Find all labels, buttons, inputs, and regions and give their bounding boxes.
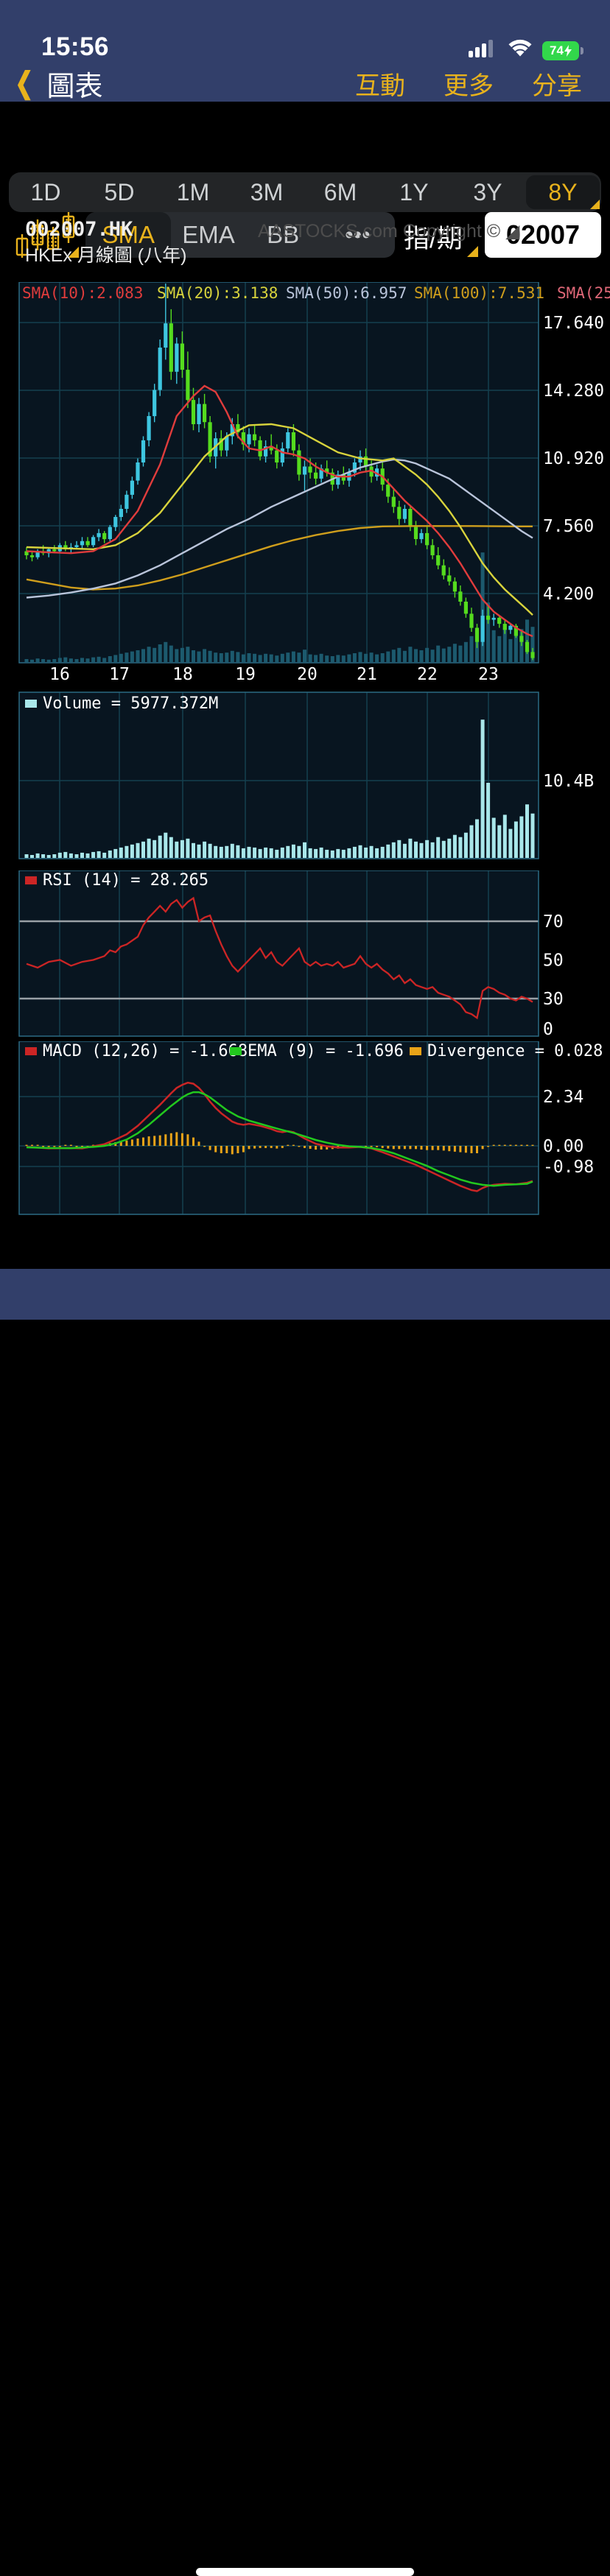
svg-text:SMA(20):3.138: SMA(20):3.138 <box>157 284 278 302</box>
rsi-chart[interactable]: RSI (14) = 28.265 70 50 30 0 <box>0 870 610 1040</box>
svg-text:23: 23 <box>478 665 499 684</box>
svg-text:Divergence = 0.028: Divergence = 0.028 <box>427 1042 603 1060</box>
svg-text:17.640: 17.640 <box>543 314 604 333</box>
macd-legend-swatch <box>25 1047 37 1055</box>
copyright-watermark: AASTOCKS.com Copyright © ◢ <box>258 221 520 242</box>
rsi-legend-swatch <box>25 876 37 884</box>
nav-link-more[interactable]: 更多 <box>444 71 494 100</box>
svg-text:18: 18 <box>172 665 193 684</box>
nav-link-interactive[interactable]: 互動 <box>355 71 405 100</box>
svg-text:SMA(25: SMA(25 <box>557 284 610 302</box>
macd-line <box>26 1081 533 1192</box>
nav-link-share[interactable]: 分享 <box>532 71 582 100</box>
svg-text:20: 20 <box>297 665 318 684</box>
indicator-tabs: SMA EMA BB ••• <box>85 212 395 258</box>
top-chrome: 15:56 74 <box>0 0 610 102</box>
price-axis-labels: 17.640 14.280 10.920 7.560 4.200 <box>543 314 604 604</box>
svg-text:4.200: 4.200 <box>543 585 594 604</box>
range-6m[interactable]: 6M <box>323 178 357 205</box>
clock: 15:56 <box>41 32 110 61</box>
page-title: 圖表 <box>46 71 103 102</box>
tab-ema[interactable]: EMA <box>182 221 235 248</box>
market-dropdown-triangle <box>467 246 478 257</box>
volume-chart[interactable]: Volume = 5977.372M 10.4B <box>0 691 610 863</box>
range-selector: 1D 5D 1M 3M 6M 1Y 3Y 8Y <box>9 172 601 212</box>
volume-bars <box>24 719 535 858</box>
svg-text:MACD (12,26) = -1.668: MACD (12,26) = -1.668 <box>43 1042 248 1060</box>
macd-chart[interactable]: MACD (12,26) = -1.668 EMA (9) = -1.696 Div… <box>0 1041 610 1218</box>
svg-text:17: 17 <box>109 665 130 684</box>
bottom-bar <box>0 1269 610 2576</box>
range-dropdown-triangle <box>590 200 600 209</box>
svg-text:SMA(10):2.083: SMA(10):2.083 <box>22 284 143 302</box>
svg-text:16: 16 <box>49 665 70 684</box>
wifi-icon <box>507 39 533 62</box>
chart-subtitle: HKEx 月線圖 (八年) <box>25 245 187 266</box>
svg-text:70: 70 <box>543 912 564 932</box>
sma-lines <box>26 384 533 638</box>
svg-text:22: 22 <box>417 665 438 684</box>
range-1d[interactable]: 1D <box>30 178 61 205</box>
battery-icon: 74 <box>542 41 585 61</box>
svg-text:10.920: 10.920 <box>543 449 604 468</box>
svg-text:14.280: 14.280 <box>543 381 604 401</box>
range-5d[interactable]: 5D <box>104 178 135 205</box>
chart-type-icon[interactable] <box>13 211 78 263</box>
svg-text:EMA (9) = -1.696: EMA (9) = -1.696 <box>248 1042 404 1060</box>
svg-text:RSI (14) = 28.265: RSI (14) = 28.265 <box>43 871 208 890</box>
svg-text:SMA(50):6.957: SMA(50):6.957 <box>286 284 407 302</box>
svg-text:7.560: 7.560 <box>543 517 594 536</box>
svg-text:50: 50 <box>543 951 564 971</box>
x-axis-labels: 16 17 18 19 20 21 22 23 <box>49 665 499 684</box>
cellular-signal-icon <box>469 39 498 62</box>
chart-type-dropdown-triangle <box>68 247 79 258</box>
svg-text:0: 0 <box>543 1020 553 1039</box>
range-1m[interactable]: 1M <box>176 178 210 205</box>
sma-legend: SMA(10):2.083 SMA(20):3.138 SMA(50):6.957 S… <box>22 284 610 302</box>
home-indicator[interactable] <box>196 2568 414 2576</box>
ema-legend-swatch <box>230 1047 242 1055</box>
range-1y[interactable]: 1Y <box>399 178 429 205</box>
macd-ema-line <box>26 1091 533 1187</box>
volume-legend-swatch <box>25 700 37 708</box>
svg-text:Volume = 5977.372M: Volume = 5977.372M <box>43 694 218 713</box>
nav-bar: ❮ 圖表 互動 更多 分享 <box>0 65 610 102</box>
svg-text:2.34: 2.34 <box>543 1088 583 1107</box>
svg-text:30: 30 <box>543 990 564 1009</box>
svg-text:19: 19 <box>235 665 256 684</box>
price-chart[interactable]: SMA(10):2.083 SMA(20):3.138 SMA(50):6.957 S… <box>0 282 610 684</box>
back-chevron-icon[interactable]: ❮ <box>15 67 34 99</box>
battery-percent: 74 <box>550 43 564 57</box>
svg-text:SMA(100):7.531: SMA(100):7.531 <box>414 284 544 302</box>
svg-text:-0.98: -0.98 <box>543 1158 594 1177</box>
range-3y[interactable]: 3Y <box>473 178 502 205</box>
candles <box>24 284 535 661</box>
range-3m[interactable]: 3M <box>250 178 284 205</box>
svg-text:10.4B: 10.4B <box>543 772 594 791</box>
symbol-input[interactable] <box>485 212 601 258</box>
status-bar: 15:56 74 <box>0 0 610 65</box>
tab-bb[interactable]: BB <box>267 221 300 248</box>
symbol-label: 002007.HK <box>25 218 133 241</box>
tab-more-indicators[interactable]: ••• <box>345 221 371 248</box>
divergence-legend-swatch <box>410 1047 421 1055</box>
divergence-histogram <box>25 1132 534 1155</box>
svg-text:21: 21 <box>357 665 377 684</box>
rsi-line <box>26 896 533 1020</box>
chart-toolbar: SMA EMA BB ••• 指/期 <box>0 102 610 258</box>
svg-text:0.00: 0.00 <box>543 1137 583 1156</box>
market-selector[interactable]: 指/期 <box>404 225 463 253</box>
range-8y[interactable]: 8Y <box>526 175 600 209</box>
tab-sma[interactable]: SMA <box>85 212 172 258</box>
